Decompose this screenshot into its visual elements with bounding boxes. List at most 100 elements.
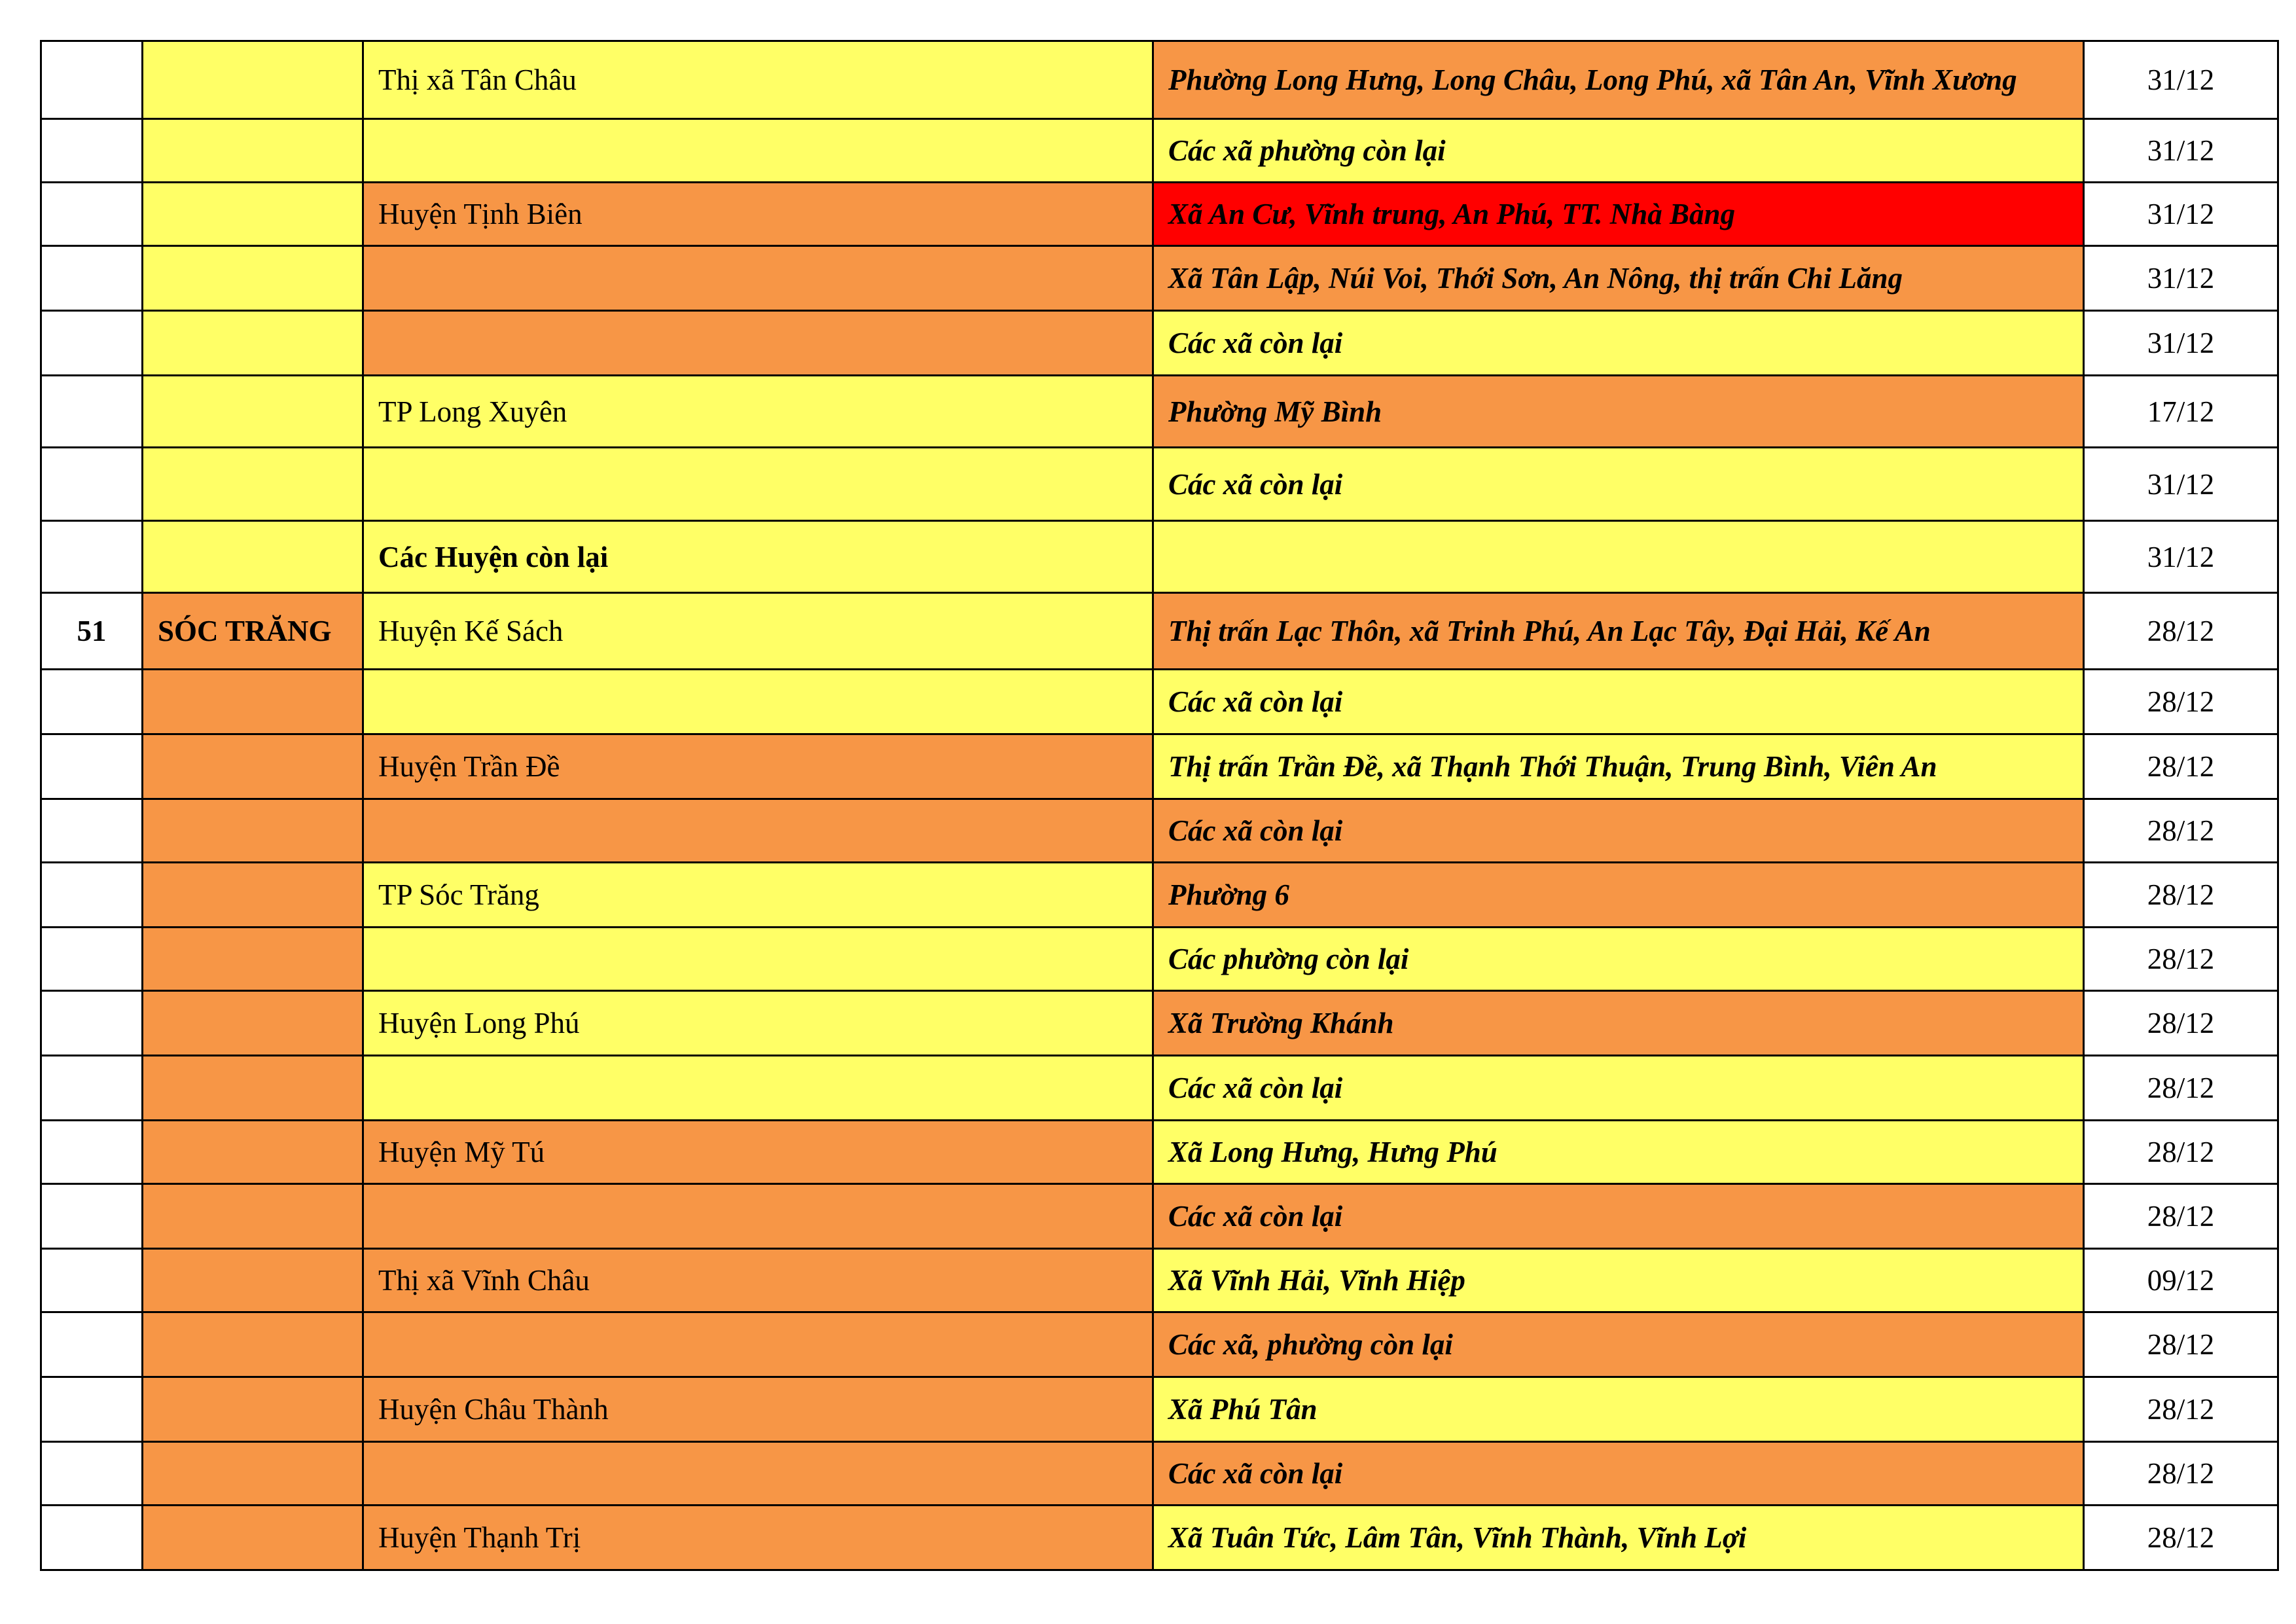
province-cell xyxy=(141,1376,364,1443)
date-cell: 28/12 xyxy=(2083,1376,2279,1443)
table-row: Huyện Châu Thành Xã Phú Tân 28/12 xyxy=(40,1376,2279,1443)
province-cell xyxy=(141,1183,364,1250)
date-cell: 28/12 xyxy=(2083,926,2279,992)
row-number xyxy=(40,1441,143,1506)
province-cell xyxy=(141,1055,364,1121)
row-number xyxy=(40,40,143,120)
province-cell xyxy=(141,1119,364,1185)
district-cell: Huyện Long Phú xyxy=(362,990,1154,1056)
table-body: Thị xã Tân Châu Phường Long Hưng, Long Ch… xyxy=(40,40,2279,1571)
area-cell: Phường Long Hưng, Long Châu, Long Phú, x… xyxy=(1152,40,2085,120)
date-cell: 28/12 xyxy=(2083,668,2279,735)
district-cell xyxy=(362,1183,1154,1250)
date-cell: 28/12 xyxy=(2083,1055,2279,1121)
table-row: Các xã còn lại 28/12 xyxy=(40,1183,2279,1250)
area-cell: Xã Long Hưng, Hưng Phú xyxy=(1152,1119,2085,1185)
district-cell: Huyện Châu Thành xyxy=(362,1376,1154,1443)
table-row: Các xã còn lại 28/12 xyxy=(40,1441,2279,1506)
date-cell: 31/12 xyxy=(2083,118,2279,183)
date-cell: 28/12 xyxy=(2083,1504,2279,1571)
province-cell xyxy=(141,1248,364,1313)
area-cell: Các xã còn lại xyxy=(1152,1055,2085,1121)
area-cell: Các phường còn lại xyxy=(1152,926,2085,992)
province-cell xyxy=(141,1441,364,1506)
district-cell: Thị xã Vĩnh Châu xyxy=(362,1248,1154,1313)
area-cell: Các xã còn lại xyxy=(1152,1183,2085,1250)
district-cell xyxy=(362,1441,1154,1506)
date-cell: 28/12 xyxy=(2083,990,2279,1056)
province-cell xyxy=(141,118,364,183)
date-cell: 28/12 xyxy=(2083,798,2279,863)
schedule-table: Thị xã Tân Châu Phường Long Hưng, Long Ch… xyxy=(40,40,2279,1571)
province-cell xyxy=(141,374,364,448)
date-cell: 28/12 xyxy=(2083,592,2279,670)
province-cell xyxy=(141,446,364,522)
date-cell: 17/12 xyxy=(2083,374,2279,448)
table-row: TP Sóc Trăng Phường 6 28/12 xyxy=(40,861,2279,928)
row-number xyxy=(40,1311,143,1378)
province-cell xyxy=(141,926,364,992)
row-number xyxy=(40,520,143,594)
row-number xyxy=(40,181,143,247)
row-number xyxy=(40,668,143,735)
table-row: Các xã phường còn lại 31/12 xyxy=(40,118,2279,183)
table-row: Thị xã Tân Châu Phường Long Hưng, Long Ch… xyxy=(40,40,2279,120)
table-row: Các xã còn lại 28/12 xyxy=(40,668,2279,735)
area-cell: Xã Tân Lập, Núi Voi, Thới Sơn, An Nông, … xyxy=(1152,245,2085,312)
province-cell xyxy=(141,40,364,120)
province-cell xyxy=(141,1504,364,1571)
table-row: Các xã còn lại 28/12 xyxy=(40,1055,2279,1121)
table-row: Huyện Tịnh Biên Xã An Cư, Vĩnh trung, An … xyxy=(40,181,2279,247)
row-number xyxy=(40,1183,143,1250)
district-cell xyxy=(362,245,1154,312)
row-number xyxy=(40,1055,143,1121)
district-cell: Thị xã Tân Châu xyxy=(362,40,1154,120)
district-cell: Huyện Thạnh Trị xyxy=(362,1504,1154,1571)
date-cell: 31/12 xyxy=(2083,181,2279,247)
area-cell: Phường 6 xyxy=(1152,861,2085,928)
row-number xyxy=(40,861,143,928)
date-cell: 28/12 xyxy=(2083,1441,2279,1506)
row-number xyxy=(40,926,143,992)
province-cell xyxy=(141,798,364,863)
district-cell xyxy=(362,1311,1154,1378)
area-cell xyxy=(1152,520,2085,594)
area-cell: Xã Tuân Tức, Lâm Tân, Vĩnh Thành, Vĩnh L… xyxy=(1152,1504,2085,1571)
province-cell xyxy=(141,668,364,735)
area-cell: Các xã còn lại xyxy=(1152,310,2085,376)
district-cell xyxy=(362,926,1154,992)
date-cell: 28/12 xyxy=(2083,861,2279,928)
table-row: Các xã còn lại 31/12 xyxy=(40,310,2279,376)
row-number xyxy=(40,798,143,863)
district-cell: Các Huyện còn lại xyxy=(362,520,1154,594)
table-row: Các Huyện còn lại 31/12 xyxy=(40,520,2279,594)
district-cell: Huyện Kế Sách xyxy=(362,592,1154,670)
row-number xyxy=(40,446,143,522)
area-cell: Các xã, phường còn lại xyxy=(1152,1311,2085,1378)
table-row: Xã Tân Lập, Núi Voi, Thới Sơn, An Nông, … xyxy=(40,245,2279,312)
province-cell xyxy=(141,181,364,247)
area-cell: Các xã còn lại xyxy=(1152,668,2085,735)
date-cell: 31/12 xyxy=(2083,520,2279,594)
row-number xyxy=(40,1119,143,1185)
table-row: Các xã còn lại 28/12 xyxy=(40,798,2279,863)
district-cell: TP Long Xuyên xyxy=(362,374,1154,448)
province-cell xyxy=(141,861,364,928)
district-cell xyxy=(362,118,1154,183)
area-cell: Các xã còn lại xyxy=(1152,446,2085,522)
row-number xyxy=(40,374,143,448)
district-cell xyxy=(362,668,1154,735)
date-cell: 31/12 xyxy=(2083,40,2279,120)
area-cell: Thị trấn Trần Đề, xã Thạnh Thới Thuận, T… xyxy=(1152,733,2085,800)
district-cell: Huyện Trần Đề xyxy=(362,733,1154,800)
district-cell: Huyện Mỹ Tú xyxy=(362,1119,1154,1185)
district-cell xyxy=(362,1055,1154,1121)
province-cell xyxy=(141,1311,364,1378)
table-row: Huyện Long Phú Xã Trường Khánh 28/12 xyxy=(40,990,2279,1056)
row-number xyxy=(40,1376,143,1443)
row-number xyxy=(40,310,143,376)
district-cell: TP Sóc Trăng xyxy=(362,861,1154,928)
area-cell: Xã Phú Tân xyxy=(1152,1376,2085,1443)
district-cell: Huyện Tịnh Biên xyxy=(362,181,1154,247)
table-row: Các phường còn lại 28/12 xyxy=(40,926,2279,992)
